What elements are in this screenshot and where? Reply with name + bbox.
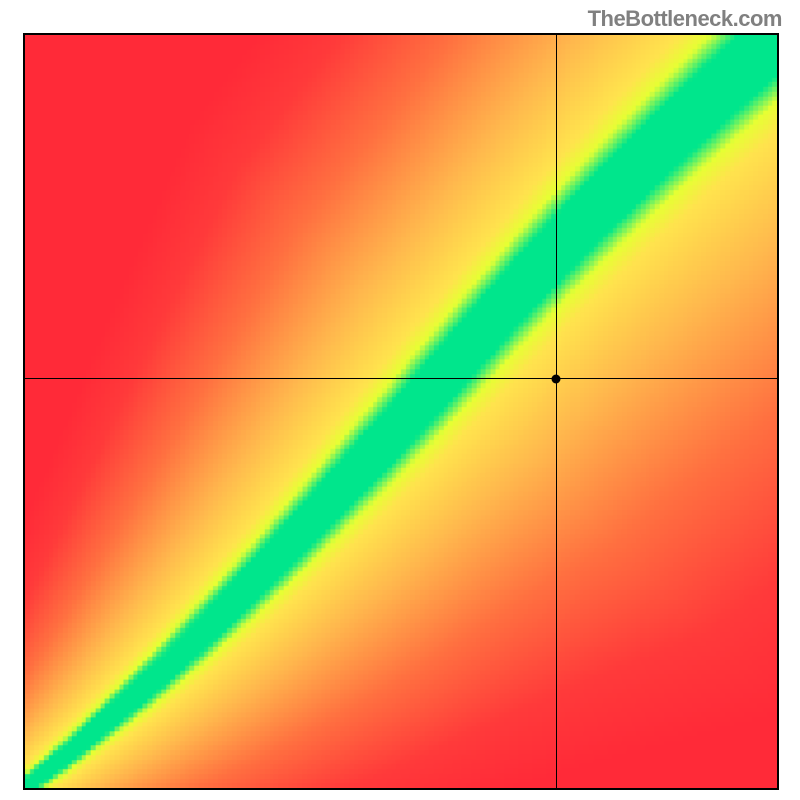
- crosshair-point: [552, 374, 561, 383]
- heatmap-plot: [23, 33, 779, 790]
- heatmap-canvas: [25, 35, 777, 788]
- crosshair-horizontal: [25, 378, 777, 380]
- watermark-text: TheBottleneck.com: [588, 6, 782, 32]
- crosshair-vertical: [556, 35, 558, 788]
